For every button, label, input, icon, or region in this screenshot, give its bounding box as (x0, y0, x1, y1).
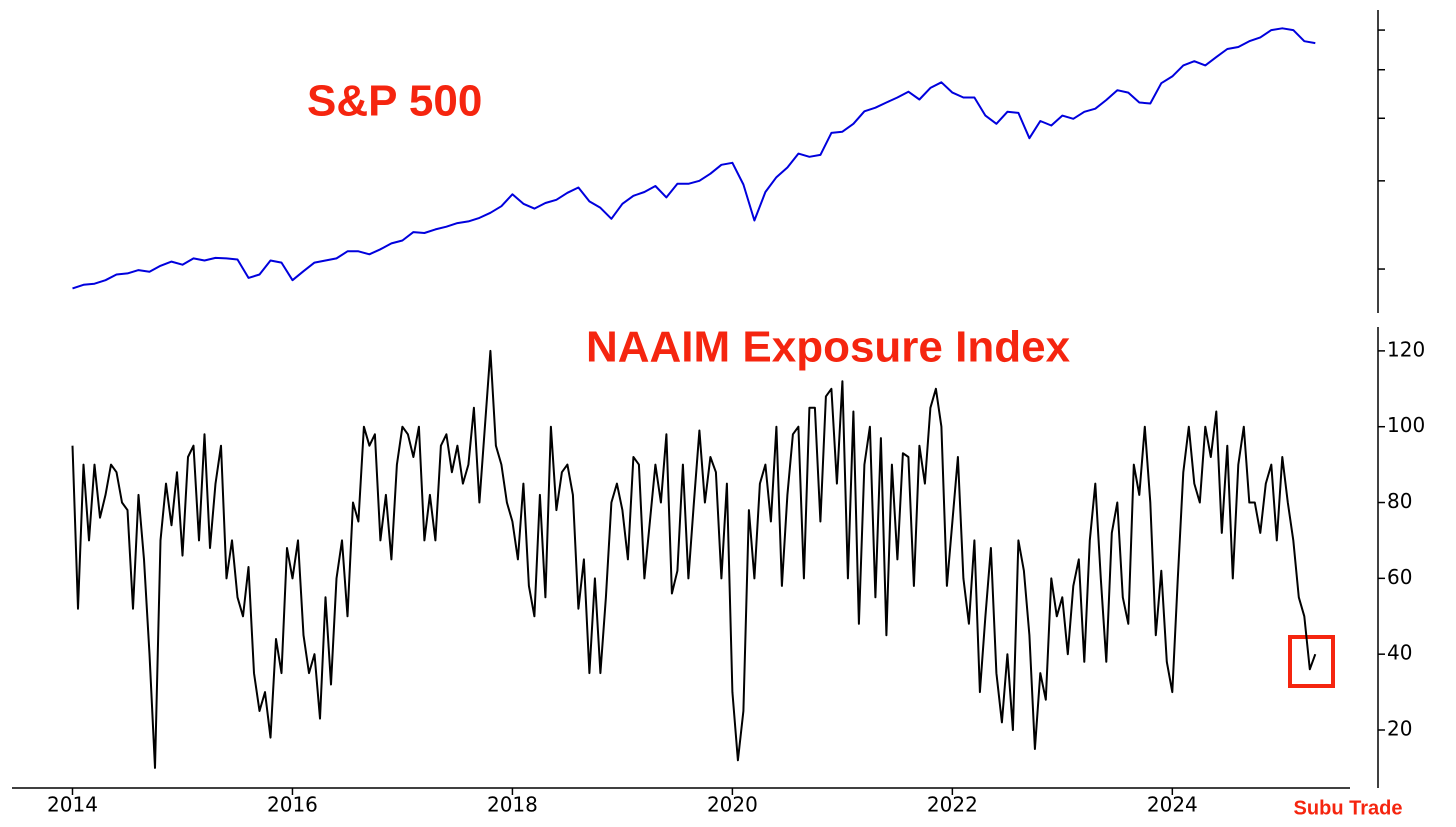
y-tick-label: 100 (1387, 413, 1425, 437)
x-tick-label: 2022 (927, 793, 978, 817)
x-tick-label: 2024 (1147, 793, 1198, 817)
y-tick-label: 20 (1387, 716, 1412, 740)
y-tick-label: 120 (1387, 337, 1425, 361)
chart-title: NAAIM Exposure Index (586, 323, 1071, 372)
line (71, 349, 1317, 769)
x-tick-label: 2020 (707, 793, 758, 817)
credit: Subu Trade (1294, 797, 1403, 819)
x-tick-label: 2014 (47, 793, 98, 817)
highlight-box (1288, 635, 1335, 688)
y-tick-label: 60 (1387, 565, 1412, 589)
x-tick-label: 2018 (487, 793, 538, 817)
y-tick-label: 40 (1387, 641, 1412, 665)
x-tick-label: 2016 (267, 793, 318, 817)
y-tick-label: 80 (1387, 489, 1412, 513)
chart-title: S&P 500 (307, 77, 482, 126)
line (72, 27, 1316, 290)
